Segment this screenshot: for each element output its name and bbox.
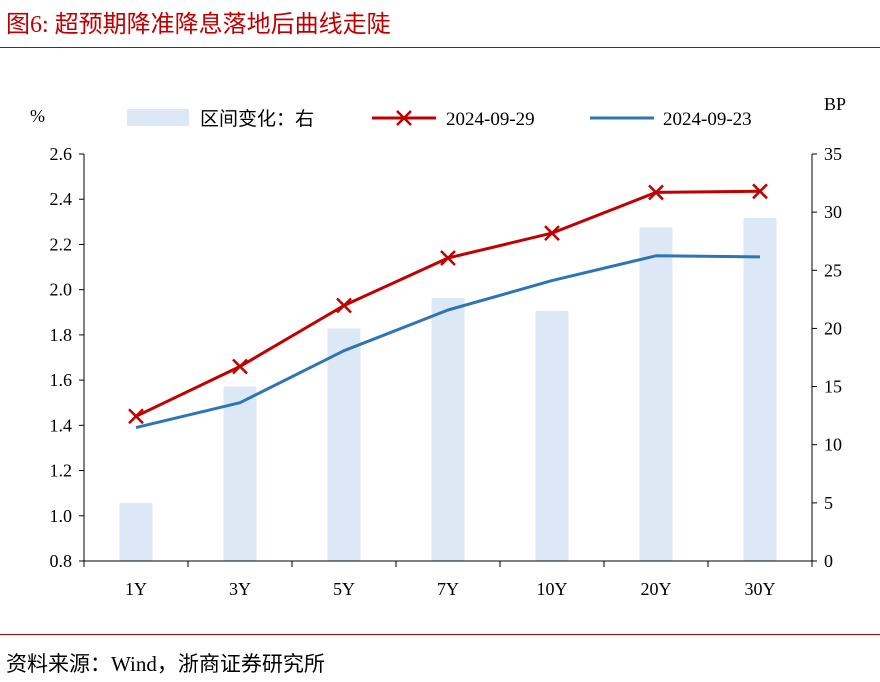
line-2024-09-23 bbox=[135, 254, 761, 430]
bar-5Y bbox=[327, 328, 361, 561]
bar-20Y bbox=[639, 227, 673, 561]
point-2024-09-29-1Y bbox=[128, 408, 144, 425]
left-tick-label: 2.4 bbox=[50, 189, 73, 209]
axes: 0.8 1.0 1.2 1.4 1.6 1.8 2.0 2.2 2.4 2.6 0 5 10 15 20 25… bbox=[30, 94, 846, 599]
left-tick-label: 1.8 bbox=[50, 325, 73, 345]
right-tick-label: 25 bbox=[824, 260, 842, 280]
source-divider bbox=[0, 634, 880, 635]
left-tick-label: 1.2 bbox=[50, 461, 73, 481]
point-2024-09-29-7Y bbox=[440, 250, 456, 266]
title-divider bbox=[0, 47, 880, 48]
bar-1Y bbox=[119, 502, 153, 561]
legend-label-line-1: 2024-09-29 bbox=[446, 109, 535, 130]
right-tick-label: 20 bbox=[824, 318, 842, 338]
right-tick-label: 5 bbox=[824, 493, 833, 513]
left-tick-label: 1.0 bbox=[50, 506, 73, 526]
x-tick-label: 1Y bbox=[125, 579, 147, 599]
right-tick-label: 15 bbox=[824, 377, 842, 397]
left-tick-label: 2.2 bbox=[50, 234, 73, 254]
left-tick-label: 2.6 bbox=[50, 144, 73, 164]
bar-10Y bbox=[535, 310, 569, 561]
bar-3Y bbox=[223, 386, 257, 561]
bar-series bbox=[119, 217, 777, 561]
legend-label-line-2: 2024-09-23 bbox=[663, 109, 752, 130]
point-2024-09-29-10Y bbox=[544, 225, 560, 242]
bar-7Y bbox=[431, 298, 465, 561]
left-tick-label: 0.8 bbox=[50, 551, 73, 571]
point-2024-09-29-5Y bbox=[336, 297, 352, 314]
point-2024-09-29-20Y bbox=[648, 184, 664, 201]
right-axis-label: BP bbox=[824, 94, 846, 114]
figure-title: 图6: 超预期降准降息落地后曲线走陡 bbox=[6, 12, 391, 38]
left-tick-label: 2.0 bbox=[50, 280, 73, 300]
right-tick-label: 30 bbox=[824, 202, 842, 222]
left-tick-label: 1.6 bbox=[50, 370, 73, 390]
x-tick-label: 3Y bbox=[229, 579, 251, 599]
x-tick-label: 5Y bbox=[333, 579, 355, 599]
right-tick-label: 10 bbox=[824, 435, 842, 455]
chart: 0.8 1.0 1.2 1.4 1.6 1.8 2.0 2.2 2.4 2.6 0 5 10 15 20 25… bbox=[30, 94, 846, 599]
legend: 区间变化：右 2024-09-29 2024-09-23 bbox=[127, 108, 752, 130]
right-tick-label: 0 bbox=[824, 551, 833, 571]
source-note: 资料来源：Wind，浙商证券研究所 bbox=[6, 652, 325, 676]
line-series bbox=[128, 183, 768, 430]
x-tick-label: 7Y bbox=[437, 579, 459, 599]
legend-marker-x bbox=[396, 110, 412, 126]
right-tick-label: 35 bbox=[824, 144, 842, 164]
x-tick-label: 30Y bbox=[745, 579, 776, 599]
left-tick-label: 1.4 bbox=[50, 415, 73, 435]
legend-swatch-bar bbox=[127, 109, 189, 126]
point-2024-09-29-30Y bbox=[752, 183, 768, 200]
legend-label-bar: 区间变化：右 bbox=[200, 108, 314, 130]
point-2024-09-29-3Y bbox=[232, 358, 248, 375]
bar-30Y bbox=[743, 217, 777, 561]
left-axis-label: % bbox=[30, 106, 45, 126]
x-tick-label: 10Y bbox=[537, 579, 568, 599]
x-tick-label: 20Y bbox=[641, 579, 672, 599]
